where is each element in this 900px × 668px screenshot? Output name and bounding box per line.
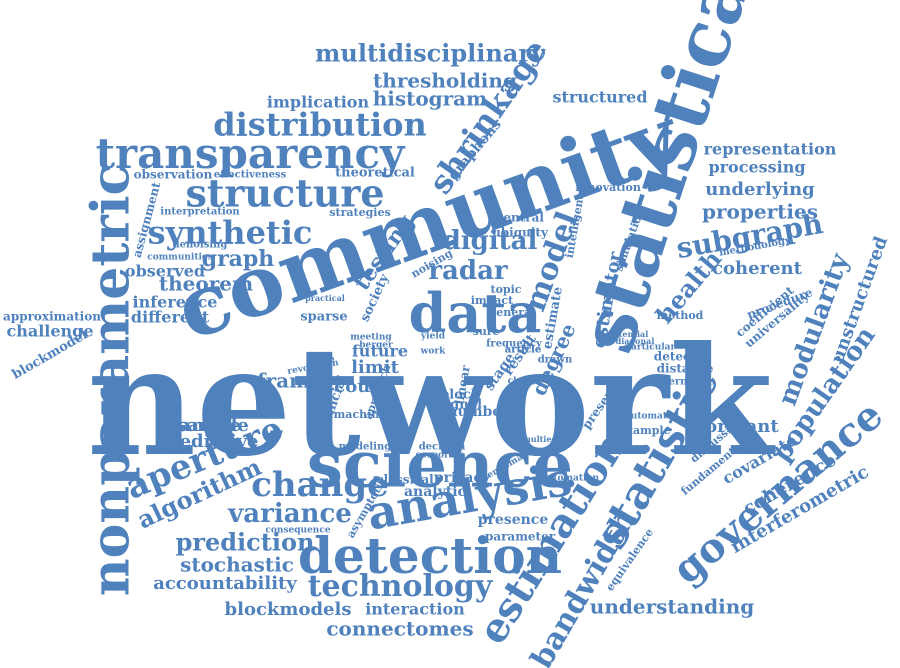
word-variance: variance [227,499,352,529]
word-synthetic: synthetic [148,214,313,252]
word-digital: digital [443,226,538,256]
word-number: number [447,404,509,420]
word-corporate: corporate [416,451,465,461]
word-practical: practical [305,293,345,303]
word-sure: sure [473,325,500,338]
word-denoising: denoising [173,240,228,251]
word-network: network [87,314,776,490]
word-consequence: consequence [265,526,330,536]
word-block: block [440,388,481,403]
word-automation: automation [541,474,599,484]
word-method: method [657,309,704,322]
word-berger: berger [359,341,393,351]
word-automated: automated [625,412,680,422]
word-underlying: underlying [705,179,815,200]
word-work: work [420,347,446,357]
word-strategies: strategies [329,206,390,219]
word-distribution: distribution [213,106,427,144]
word-change: change [251,465,389,505]
word-challenge: challenge [6,322,93,341]
word-central: central [496,211,544,225]
word-histogram: histogram [373,87,488,111]
word-potential: potential [608,329,649,339]
word-frequency: frequency [486,339,543,350]
word-technology: technology [308,569,494,604]
word-count: count [334,376,392,397]
word-graph: graph [202,246,275,272]
word-particular: particular [625,343,676,353]
word-sparse: sparse [300,310,347,325]
word-science: science [307,428,573,503]
word-limit: limit [351,357,400,378]
word-privacy: privacy [434,470,491,486]
word-blockmodels: blockmodels [225,599,352,620]
word-ubiquity: ubiquity [492,226,549,240]
word-interaction: interaction [365,600,465,619]
word-class: class [508,377,533,387]
word-presence: presence [478,512,549,528]
word-understanding: understanding [590,595,754,619]
word-machine: machine [334,408,387,421]
word-nonparametric: nonparametric [81,164,142,596]
word-signal: signal [438,398,482,413]
word-parameter: parameter [485,530,556,544]
word-general: general [489,306,536,319]
word-structured: structured [552,88,647,107]
word-theorem: theorem [159,272,253,296]
word-topic: topic [491,283,522,296]
word-yield: yield [420,332,446,342]
word-multiedge: multiedge [522,434,567,444]
word-coherent: coherent [712,258,803,279]
word-article: article [505,345,541,356]
word-frame: frame [257,369,323,393]
word-impact: impact [471,294,514,307]
word-distance: distance [657,362,714,376]
word-classical: classical [376,473,434,487]
word-transparency: transparency [96,129,406,178]
word-analytic: analytic [404,484,466,500]
word-drawn: drawn [538,355,573,366]
word-representation: representation [704,140,837,159]
word-predictive: predictive [158,431,259,452]
word-processing: processing [708,158,805,177]
word-detection: detection [298,526,562,585]
word-thresholding: thresholding [373,69,517,93]
word-formant: formant [697,416,779,437]
word-observation: observation [134,168,213,182]
word-meeting: meeting [350,333,392,343]
word-linear: linear [452,364,473,406]
word-properties: properties [702,200,818,224]
word-sample: sample [169,415,241,436]
word-communities: communities [147,253,212,263]
word-modeling: modeling [339,442,391,453]
word-future: future [352,342,408,361]
word-radar: radar [428,256,508,286]
word-data: data [409,281,542,345]
word-alternative: alternative [654,377,715,388]
word-article: article [505,345,541,356]
word-interpretation: interpretation [160,207,240,218]
word-sample: sample [177,415,249,436]
word-structure: structure [185,171,384,216]
word-inference: inference [133,293,218,312]
word-theoretical: theoretical [335,166,415,181]
word-stochastic: stochastic [180,553,294,577]
word-detector: detector [654,350,711,364]
word-decision: decision [419,442,466,453]
word-implication: implication [267,93,370,112]
word-different: different [131,308,210,327]
word-diagonal: diagonal [616,336,655,346]
word-prediction: prediction [176,528,315,557]
word-accountability: accountability [153,573,297,594]
word-connectomes: connectomes [326,617,473,641]
word-example: example [619,424,670,437]
word-observed: observed [125,262,205,281]
word-approximation: approximation [3,310,101,324]
word-innovation: innovation [575,181,641,194]
word-effectiveness: effectiveness [214,170,287,181]
word-multidisciplinary: multidisciplinary [315,39,546,68]
